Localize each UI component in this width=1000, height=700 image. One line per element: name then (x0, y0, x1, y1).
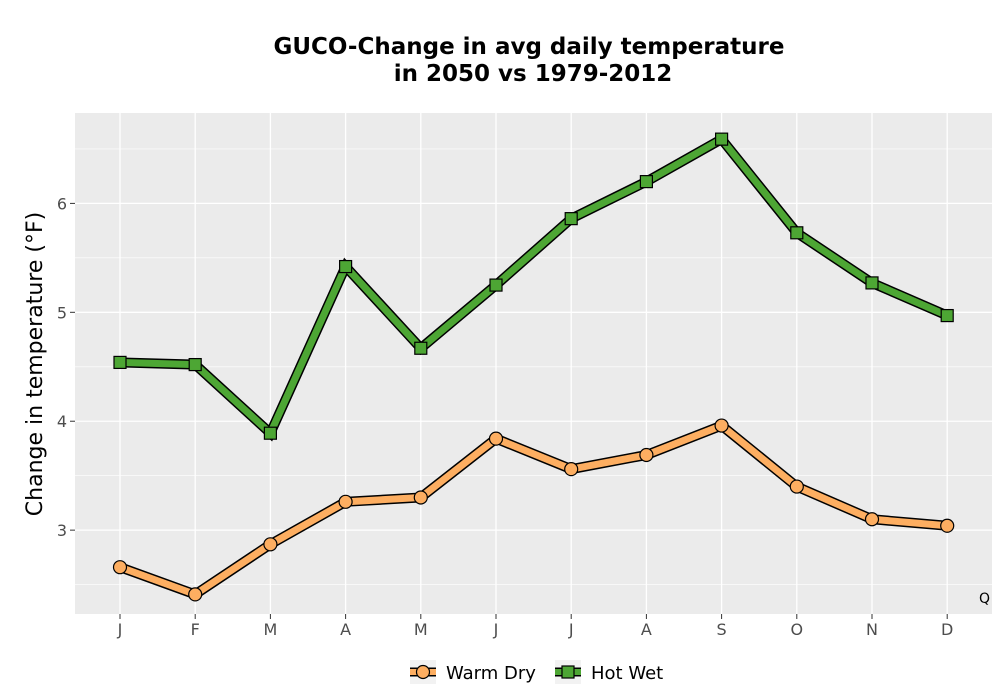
y-axis-label: Change in temperature (°F) (23, 212, 48, 516)
x-tick-label: J (568, 620, 574, 639)
x-tick-label: F (191, 620, 200, 639)
series-layer (112, 132, 955, 602)
data-point-warm-dry (112, 560, 128, 575)
data-point-hot-wet (639, 175, 654, 189)
legend-marker-warm-dry (415, 664, 431, 680)
series-line-hot-wet (119, 134, 949, 440)
data-point-hot-wet (188, 357, 202, 372)
legend-label-warm-dry: Warm Dry (446, 663, 536, 684)
data-point-warm-dry (564, 462, 579, 477)
data-point-warm-dry (940, 518, 955, 533)
corner-mark: Q (979, 591, 990, 607)
x-tick-label: O (791, 620, 804, 639)
data-point-hot-wet (790, 226, 804, 240)
x-tick-label: D (941, 620, 953, 639)
data-point-hot-wet (263, 426, 277, 440)
plot-panel (75, 113, 992, 614)
data-point-warm-dry (789, 479, 804, 494)
x-tick-label: N (866, 620, 878, 639)
legend-marker-hot-wet (561, 665, 575, 679)
legend: Warm Dry Hot Wet (410, 660, 663, 684)
data-point-warm-dry (714, 418, 729, 433)
data-point-warm-dry (413, 490, 428, 505)
data-point-hot-wet (714, 132, 729, 146)
x-tick-label: A (641, 620, 652, 639)
legend-label-hot-wet: Hot Wet (591, 663, 663, 684)
x-tick-label: J (117, 620, 123, 639)
series-line-warm-dry (118, 421, 948, 599)
chart-title-line-2: in 2050 vs 1979-2012 (394, 61, 673, 87)
chart-title-line-1: GUCO-Change in avg daily temperature (274, 34, 785, 60)
x-tick-label: M (414, 620, 428, 639)
y-axis: 3 4 5 6 (57, 194, 75, 540)
data-point-warm-dry (338, 494, 353, 509)
data-point-warm-dry (188, 587, 203, 602)
x-tick-label: S (717, 620, 727, 639)
x-tick-label: J (493, 620, 499, 639)
data-point-hot-wet (414, 341, 428, 355)
data-point-warm-dry (488, 431, 504, 446)
data-point-warm-dry (263, 537, 278, 552)
y-tick-label: 4 (57, 412, 67, 431)
x-tick-label: A (340, 620, 351, 639)
y-tick-label: 3 (57, 521, 67, 540)
data-point-hot-wet (564, 212, 578, 226)
y-tick-label: 6 (57, 194, 67, 213)
data-point-warm-dry (864, 512, 880, 527)
data-point-hot-wet (489, 278, 503, 292)
data-point-warm-dry (639, 447, 654, 463)
y-tick-label: 5 (57, 303, 67, 322)
grid-lines (75, 113, 992, 614)
data-point-hot-wet (940, 308, 954, 323)
data-point-hot-wet (113, 355, 127, 370)
data-point-hot-wet (339, 259, 353, 274)
data-point-hot-wet (865, 276, 879, 290)
x-tick-label: M (263, 620, 277, 639)
